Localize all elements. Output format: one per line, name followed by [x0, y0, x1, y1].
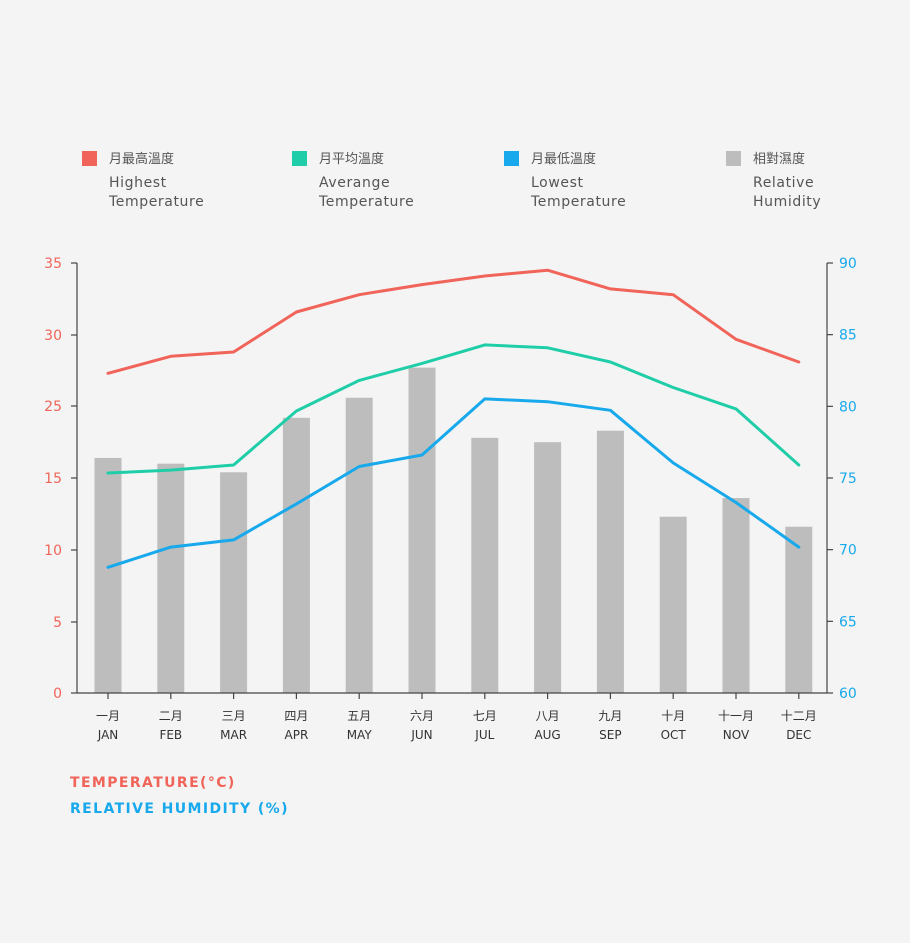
- left-tick-label: 0: [53, 686, 62, 702]
- x-tick-label-en: FEB: [159, 728, 182, 742]
- legend-label-zh: 月平均溫度: [319, 152, 385, 167]
- humidity-bar-apr: [282, 417, 310, 693]
- humidity-bar-dec: [785, 526, 813, 693]
- legend-swatch: [726, 151, 741, 166]
- x-tick-label-zh: 九月: [598, 709, 622, 723]
- right-tick-label: 75: [839, 471, 857, 487]
- humidity-bar-aug: [534, 442, 562, 693]
- x-tick-label-en: JUN: [410, 728, 432, 742]
- legend-label-en: Highest Temperature: [109, 175, 205, 210]
- x-tick-label-zh: 十一月: [718, 709, 754, 723]
- legend-swatch: [504, 151, 519, 166]
- legend-swatch: [82, 151, 97, 166]
- legend-label-en: Lowest Temperature: [531, 175, 627, 210]
- x-tick-label-en: SEP: [599, 728, 621, 742]
- x-tick-label-zh: 三月: [222, 709, 246, 723]
- right-tick-label: 70: [839, 543, 857, 559]
- left-tick-label: 15: [44, 471, 62, 487]
- x-tick-label-zh: 二月: [159, 709, 183, 723]
- temperature-line-1: [106, 343, 801, 475]
- legend-label-en: Relative Humidity: [753, 175, 822, 210]
- humidity-bar-jul: [471, 437, 499, 693]
- right-tick-label: 80: [839, 399, 857, 415]
- chart-legend: 月最高溫度 Highest Temperature 月平均溫度 Averange T…: [0, 148, 910, 218]
- x-tick-label-en: JUL: [474, 728, 494, 742]
- humidity-bar-sep: [596, 430, 624, 693]
- left-tick-label: 30: [44, 328, 62, 344]
- legend-label-zh: 月最低溫度: [531, 152, 597, 167]
- right-axis-title: RELATIVE HUMIDITY (%): [70, 801, 289, 817]
- legend-label-zh: 月最高溫度: [109, 152, 175, 167]
- right-tick-label: 85: [839, 328, 857, 344]
- x-tick-label-zh: 一月: [96, 709, 120, 723]
- x-tick-label-en: APR: [285, 728, 309, 742]
- x-tick-label-en: OCT: [661, 728, 687, 742]
- left-tick-label: 35: [44, 256, 62, 272]
- left-tick-label: 10: [44, 543, 62, 559]
- x-tick-label-zh: 十月: [661, 709, 685, 723]
- x-tick-label-zh: 五月: [347, 709, 371, 723]
- humidity-bar-nov: [722, 498, 750, 693]
- temperature-line-0: [106, 268, 801, 375]
- x-tick-label-en: DEC: [786, 728, 811, 742]
- temperature-line-2: [106, 397, 801, 569]
- x-tick-label-en: JAN: [97, 728, 119, 742]
- humidity-bar-feb: [157, 463, 185, 693]
- humidity-bar-jun: [408, 367, 436, 693]
- humidity-bar-jan: [94, 457, 122, 693]
- left-tick-label: 25: [44, 399, 62, 415]
- x-tick-label-zh: 十二月: [781, 709, 817, 723]
- left-tick-label: 5: [53, 615, 62, 631]
- x-tick-label-zh: 四月: [284, 709, 308, 723]
- humidity-bar-may: [345, 397, 373, 693]
- legend-swatch: [292, 151, 307, 166]
- x-tick-label-zh: 八月: [536, 709, 560, 723]
- x-tick-label-en: MAY: [347, 728, 373, 742]
- legend-label-en: Averange Temperature: [319, 175, 415, 210]
- left-axis-title: TEMPERATURE(°C): [70, 775, 236, 791]
- x-tick-label-en: MAR: [220, 728, 247, 742]
- x-tick-label-zh: 六月: [410, 709, 434, 723]
- right-tick-label: 65: [839, 614, 857, 630]
- humidity-bar-mar: [220, 472, 248, 693]
- x-tick-label-en: AUG: [534, 728, 560, 742]
- humidity-bar-oct: [659, 516, 687, 693]
- right-tick-label: 60: [839, 686, 857, 702]
- legend-label-zh: 相對濕度: [753, 152, 806, 167]
- right-tick-label: 90: [839, 256, 857, 272]
- x-tick-label-en: NOV: [723, 728, 750, 742]
- x-tick-label-zh: 七月: [473, 709, 497, 723]
